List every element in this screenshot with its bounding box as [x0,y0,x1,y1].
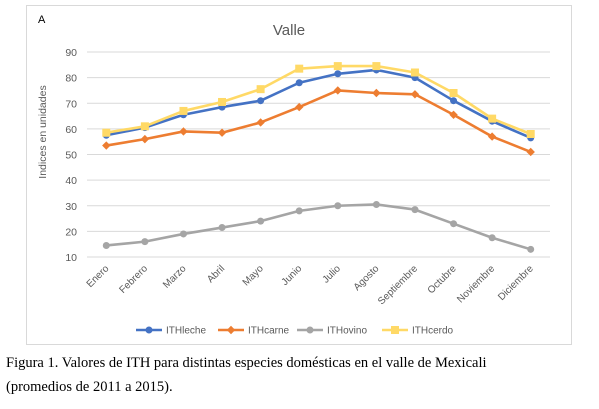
data-point [179,106,188,115]
panel-label: A [38,14,46,26]
data-point [218,224,226,232]
data-point [334,202,342,210]
data-point [449,110,458,119]
data-point [140,122,149,131]
legend-marker [145,326,153,334]
data-point [372,88,381,98]
gridlines [87,51,550,258]
data-point [102,241,110,249]
legend-label: ITHcerdo [412,326,454,337]
series-line [106,89,532,154]
x-tick-label: Diciembre [496,263,536,303]
y-tick-labels: 10 20 30 40 50 60 70 80 90 [65,47,77,264]
series-line [106,203,532,251]
legend-item-ITHcerdo: ITHcerdo [382,326,454,337]
caption-line-1: Figura 1. Valores de ITH para distintas … [6,355,487,371]
data-point [333,86,342,95]
x-tick-label: Junio [280,263,305,288]
x-tick-label: Julio [321,263,344,286]
data-point [527,245,535,253]
data-point [372,62,381,71]
chart-title: Valle [273,22,305,39]
data-point [450,97,458,105]
data-point [256,118,265,127]
x-tick-labels: Enero Febrero Marzo Abril Mayo Junio Julio Agos… [85,263,536,307]
legend-label: ITHovino [327,326,367,337]
data-point [333,62,342,71]
series-line [106,68,532,140]
x-tick-label: Noviembre [455,263,497,305]
legend-marker [226,325,236,335]
data-point [102,128,111,137]
data-point [140,134,150,144]
data-point [334,70,342,78]
x-tick-label: Abril [205,263,227,285]
x-tick-label: Octubre [426,263,459,296]
y-tick-label: 80 [65,73,77,85]
legend-marker [306,326,314,334]
data-point [256,85,265,94]
x-tick-label: Febrero [117,263,150,296]
y-axis-label: Indices en unidades [37,85,49,178]
data-point [372,200,380,208]
data-point [410,68,419,77]
figure-caption: Figura 1. Valores de ITH para distintas … [6,351,594,399]
x-tick-label: Marzo [161,263,189,291]
data-point [295,79,303,87]
data-point [141,238,149,246]
data-point [410,90,420,99]
y-tick-label: 20 [65,226,77,238]
data-point [257,217,265,225]
data-point [488,234,496,242]
y-tick-label: 50 [65,150,77,162]
data-point [257,97,265,105]
legend-marker [391,326,399,334]
legend: ITHleche ITHcarne ITHovino ITHcerdo [136,326,454,337]
x-tick-label: Mayo [241,263,266,288]
data-point [295,102,304,112]
data-point [488,114,497,123]
y-tick-label: 90 [65,47,77,59]
y-tick-label: 30 [65,201,77,213]
x-tick-label: Agosto [352,263,382,293]
data-point [487,132,497,141]
data-point [450,220,458,228]
legend-label: ITHcarne [248,326,290,337]
data-point [295,207,303,215]
data-point [449,89,458,97]
data-point [217,128,227,137]
legend-label: ITHleche [166,326,206,337]
caption-line-2: (promedios de 2011 a 2015). [6,379,173,395]
x-tick-label: Enero [85,263,112,290]
plot-area [102,62,535,253]
data-point [526,130,535,138]
data-point [295,64,304,73]
data-point [218,97,227,106]
y-tick-label: 10 [65,252,77,264]
series-ITHovino [102,200,535,253]
data-point [411,206,419,214]
legend-item-ITHleche: ITHleche [136,326,206,337]
series-ITHcerdo [102,62,535,138]
y-tick-label: 70 [65,98,77,110]
chart-frame [26,5,572,345]
x-tick-label: Septiembre [376,263,420,307]
legend-item-ITHovino: ITHovino [297,326,367,337]
data-point [179,230,187,238]
line-chart: A Valle Indices en unidades 10 20 30 40 50 60… [37,14,550,337]
y-tick-label: 60 [65,124,77,136]
y-tick-label: 40 [65,175,77,187]
legend-item-ITHcarne: ITHcarne [218,326,290,337]
series-line [106,64,532,136]
data-point [102,141,111,150]
